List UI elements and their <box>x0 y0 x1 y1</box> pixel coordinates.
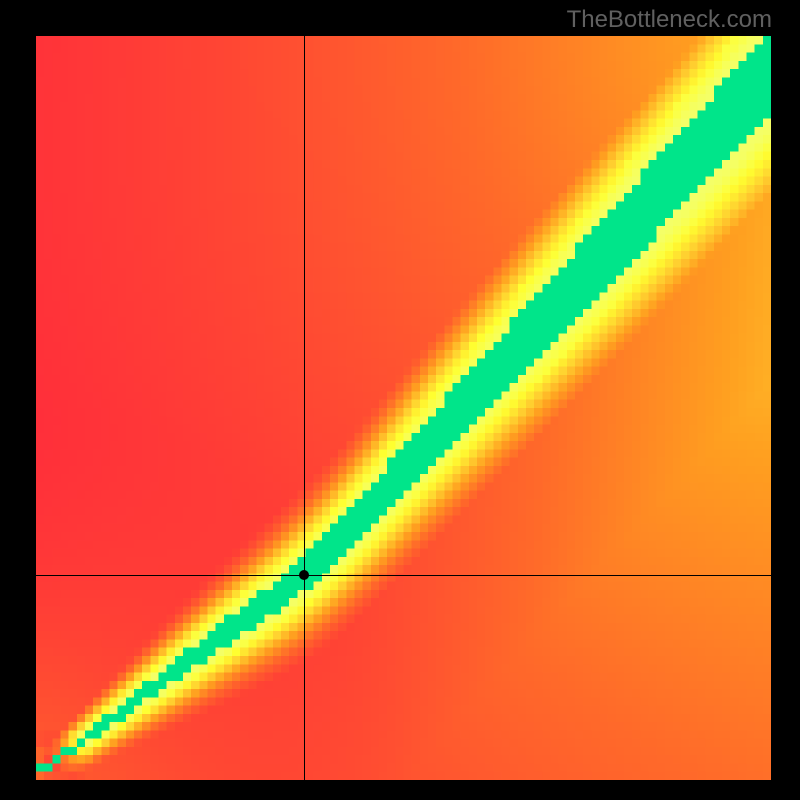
attribution-label: TheBottleneck.com <box>567 6 772 34</box>
heatmap-canvas <box>36 36 771 780</box>
chart-container: TheBottleneck.com <box>0 0 800 800</box>
crosshair-vertical <box>304 36 305 780</box>
crosshair-horizontal <box>36 575 771 576</box>
